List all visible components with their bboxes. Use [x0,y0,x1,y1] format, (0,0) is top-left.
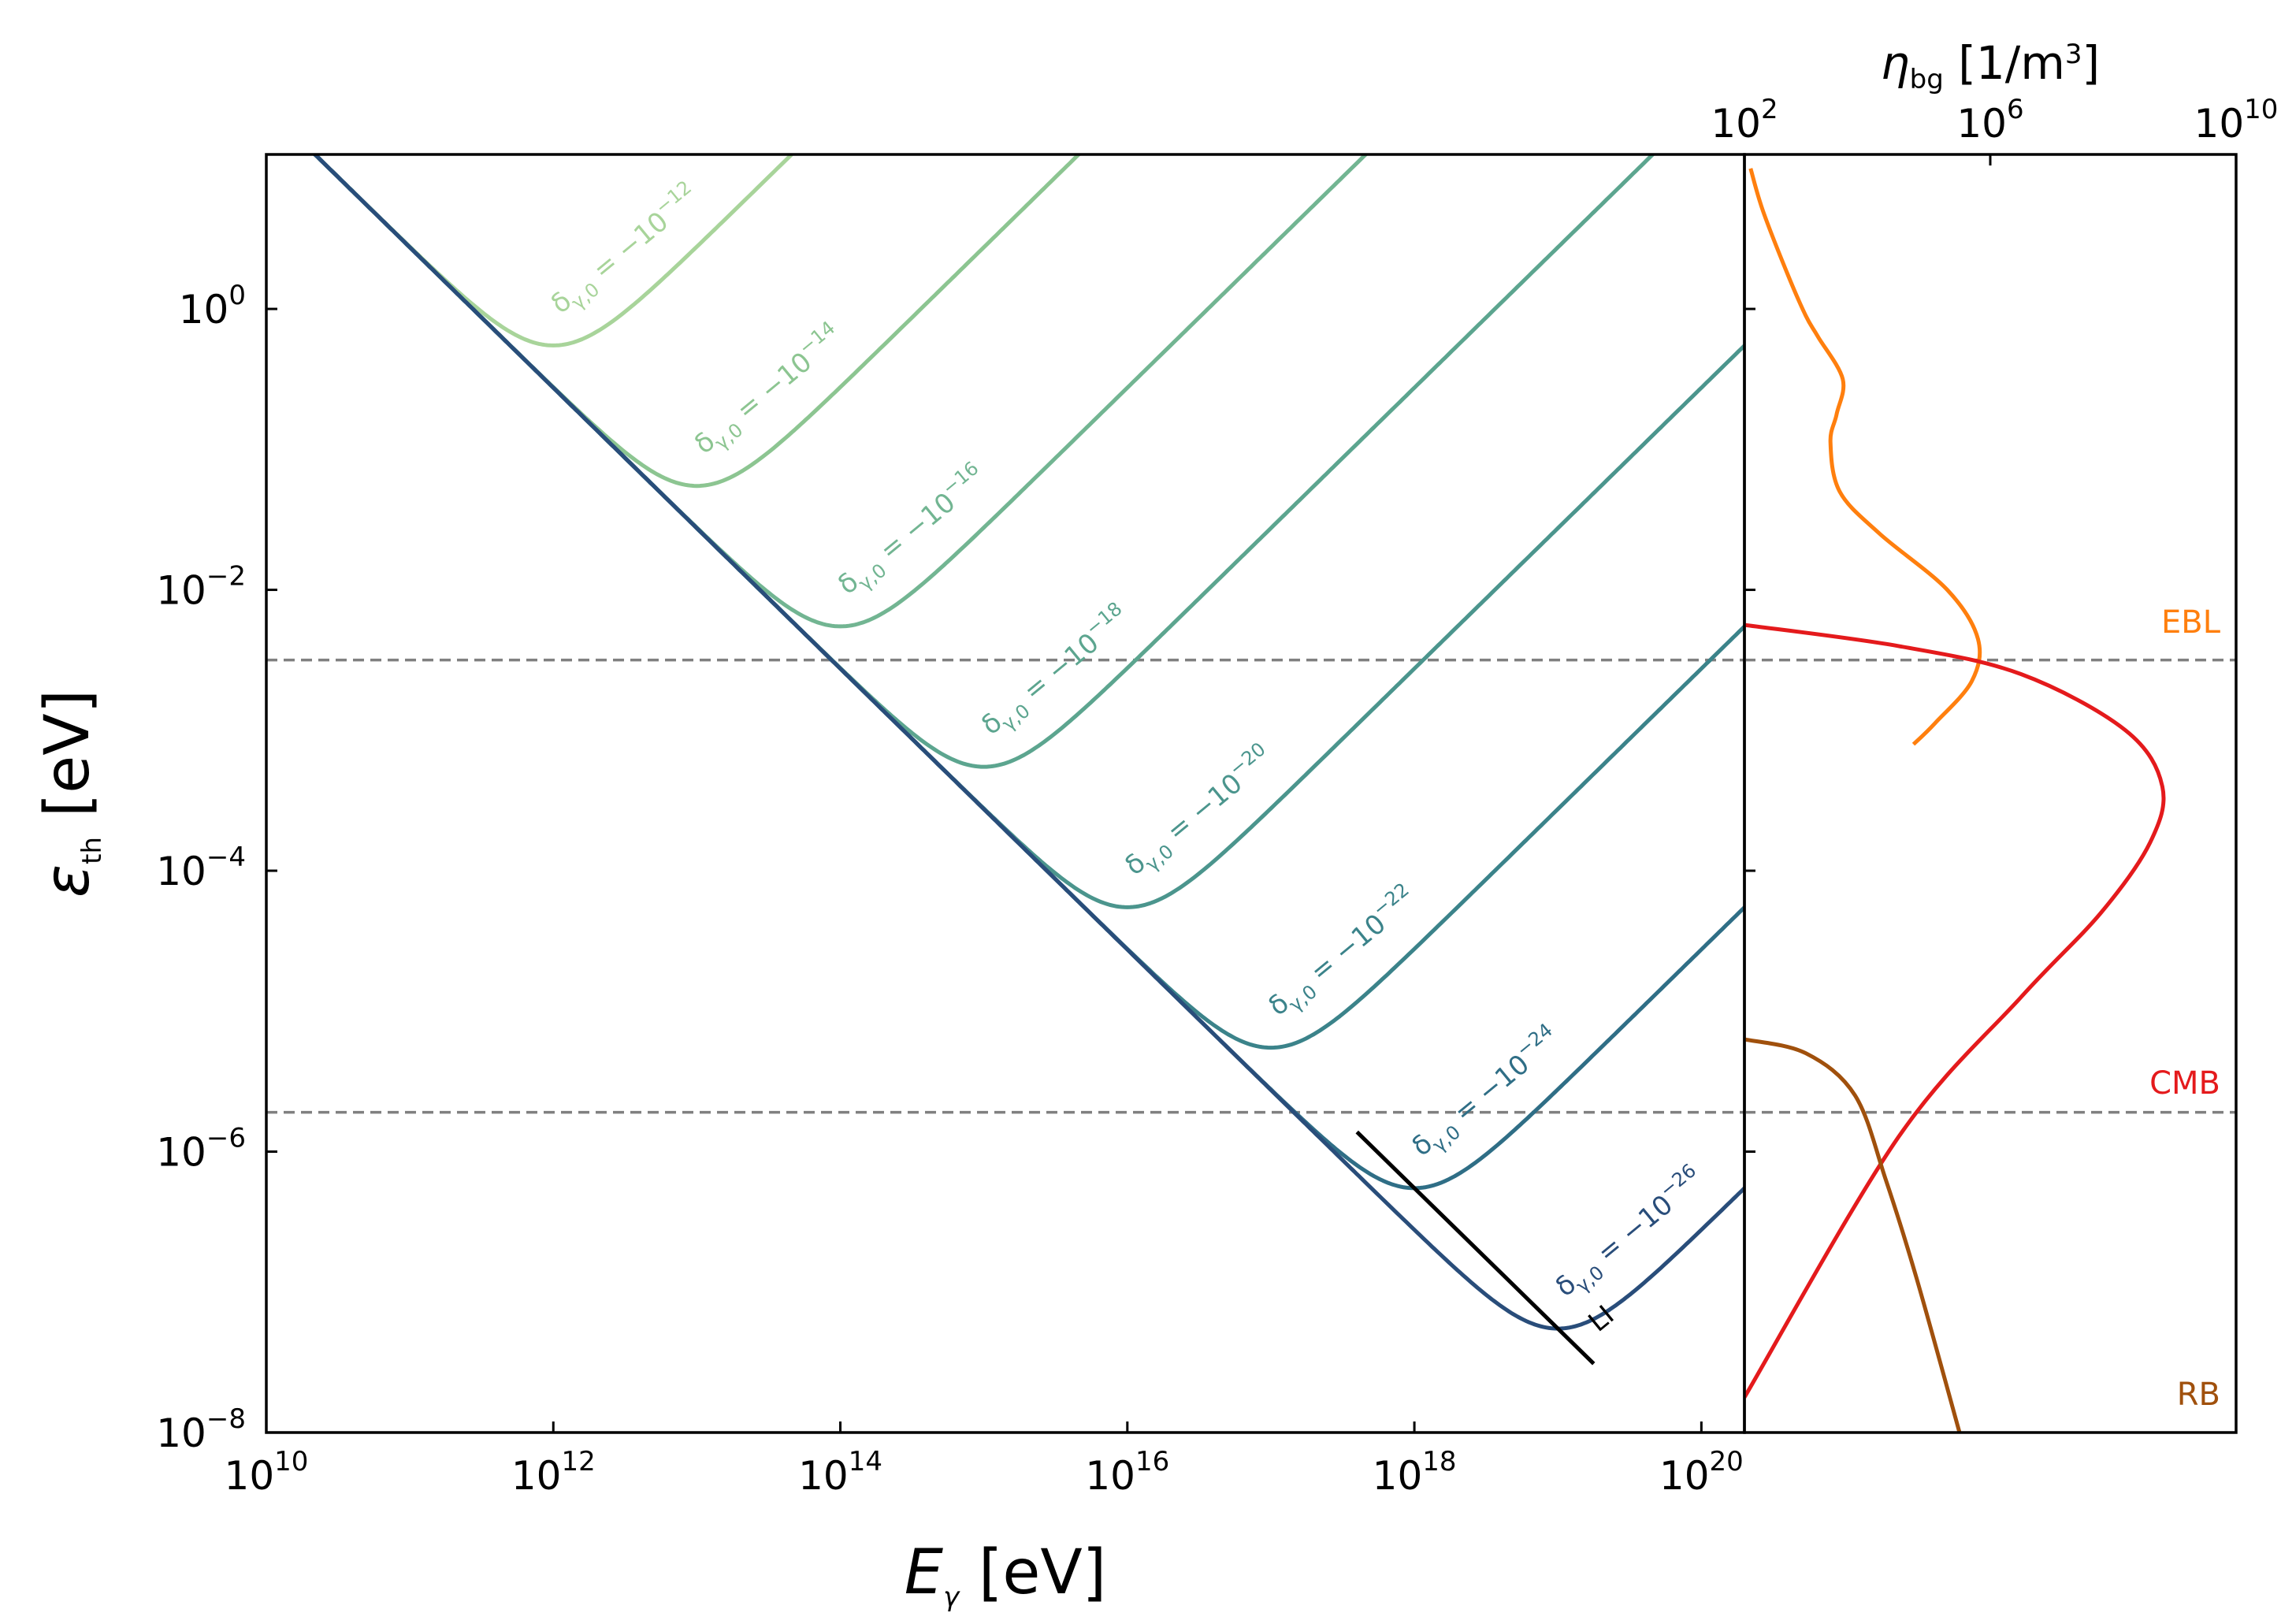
curve-label: δγ,0 = −10−12 [541,177,708,325]
y-tick-label: 10−8 [156,1403,246,1456]
delta-curve [312,154,1744,1331]
main-axes-frame [265,153,1746,1434]
curve-label: δγ,0 = −10−16 [829,457,996,605]
x-tick-label: 1016 [1085,1446,1169,1499]
side-reference-lines [1744,658,2236,1114]
y-tick-label: 100 [179,280,246,333]
ebl-curve [1748,168,1982,746]
curve-label: δγ,0 = −10−22 [1259,879,1426,1027]
li-line [1355,1130,1596,1366]
x-tick-label: 1018 [1373,1446,1457,1499]
cmb-label: CMB [2149,1065,2220,1102]
curve-label: δγ,0 = −10−20 [1116,738,1283,886]
ebl-label: EBL [2161,604,2221,641]
background-curves [1744,168,2166,1433]
side-y-ticks [1744,307,1755,1434]
rb-label: RB [2177,1377,2220,1413]
y-tick-label: 10−4 [156,842,246,894]
delta-curve [312,154,1656,769]
delta-curve [312,154,1744,1050]
curve-label: δγ,0 = −10−24 [1402,1019,1570,1167]
delta-curve [312,154,1744,1191]
y-ticks: 100 10−2 10−4 10−6 10−8 [156,280,277,1456]
background-density-plot: EBL CMB RB 102 106 1010 ηbg [1/m3] [1711,36,2278,1434]
y-tick-label: 10−6 [156,1123,246,1176]
top-axis-label: ηbg [1/m3] [1881,36,2100,95]
x-axis-label: Eγ [eV] [905,1537,1106,1613]
delta-curve [312,154,795,347]
delta-curves [312,154,1744,1331]
curve-label: δγ,0 = −10−14 [685,317,852,465]
delta-curve [312,154,1369,629]
curve-label: δγ,0 = −10−26 [1546,1159,1713,1307]
top-x-tick-label: 106 [1956,94,2023,147]
top-x-tick-label: 102 [1711,94,1778,147]
y-axis-label: εth [eV] [32,689,108,897]
reference-lines [266,658,1744,1114]
cmb-curve [1744,622,2166,1399]
x-tick-label: 1012 [511,1446,596,1499]
x-tick-label: 1020 [1659,1446,1744,1499]
li-line-group [1355,1130,1596,1366]
top-x-tick-label: 1010 [2194,94,2279,147]
rb-curve [1744,1037,1962,1433]
curve-label: δγ,0 = −10−18 [972,597,1139,745]
x-tick-label: 1010 [225,1446,309,1499]
background-labels: EBL CMB RB [2149,604,2221,1413]
x-ticks: 1010 1012 1014 1016 1018 1020 [225,1421,1744,1499]
top-x-ticks: 102 106 1010 [1711,94,2278,165]
delta-curve [312,154,1082,489]
x-tick-label: 1014 [798,1446,882,1499]
y-tick-label: 10−2 [156,561,246,614]
